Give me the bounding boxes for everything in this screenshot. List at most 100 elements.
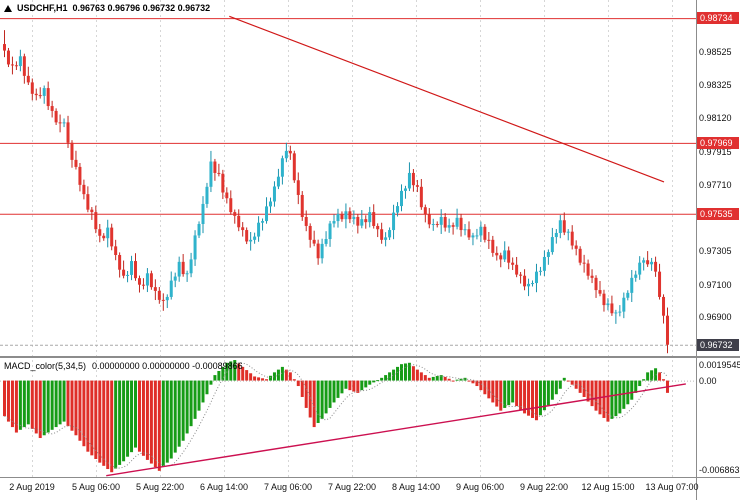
candle-body	[54, 110, 58, 123]
candle-body	[582, 262, 586, 264]
trend-line-macd[interactable]	[106, 383, 686, 477]
candle-body	[598, 290, 602, 294]
macd-bar	[62, 380, 66, 422]
time-axis[interactable]: 2 Aug 2019 5 Aug 06:00 5 Aug 22:00 6 Aug 14…	[0, 478, 740, 500]
candle-body	[304, 216, 308, 226]
candle-body	[34, 93, 38, 96]
macd-bar	[66, 380, 70, 427]
macd-bar	[515, 380, 519, 407]
candle-body	[268, 201, 272, 207]
candle-body	[161, 299, 165, 301]
candle-body	[570, 231, 574, 246]
candle-body	[534, 271, 538, 284]
macd-bar	[415, 369, 419, 381]
candle-body	[197, 224, 201, 236]
macd-bar	[523, 380, 527, 414]
candle-body	[261, 221, 265, 223]
macd-bar	[74, 380, 78, 436]
macd-bar	[538, 380, 542, 416]
macd-bar	[90, 380, 94, 456]
candle-body	[249, 239, 253, 242]
time-axis-label: 7 Aug 06:00	[263, 482, 313, 492]
candle-body	[130, 261, 134, 275]
macd-bar	[102, 380, 106, 466]
candle-body	[459, 217, 463, 231]
candle-body	[30, 82, 34, 94]
candle-body	[606, 303, 610, 306]
macd-bar	[622, 380, 626, 409]
macd-bar	[221, 366, 225, 381]
candle-body	[145, 273, 149, 286]
candle-body	[288, 150, 292, 154]
macd-bar	[542, 380, 546, 411]
macd-bar	[554, 380, 558, 395]
candle-body	[221, 173, 225, 193]
candle-body	[411, 172, 415, 186]
candle-body	[662, 296, 666, 316]
candle-body	[602, 293, 606, 306]
candle-body	[590, 275, 594, 278]
price-axis[interactable]: 0.98525 0.98325 0.98120 0.97915 0.97710 0.973…	[697, 0, 740, 477]
candle-body	[134, 261, 138, 279]
candle-body	[38, 95, 42, 97]
candle-body	[70, 142, 74, 160]
macd-bar	[411, 366, 415, 381]
price-axis-label: 0.97710	[699, 180, 732, 191]
time-axis-label: 2 Aug 2019	[9, 482, 55, 492]
candle-body	[566, 231, 570, 233]
candle-body	[106, 227, 110, 239]
macd-bar	[642, 379, 646, 381]
candle-body	[396, 206, 400, 213]
candle-body	[519, 274, 523, 276]
macd-bar	[662, 379, 666, 381]
price-axis-label: 0.98325	[699, 79, 732, 90]
macd-bar	[118, 380, 122, 465]
macd-bar	[376, 380, 380, 382]
macd-bar	[213, 375, 217, 381]
candle-body	[610, 303, 614, 314]
macd-bar	[439, 375, 443, 381]
macd-bar	[205, 380, 209, 395]
candle-body	[185, 273, 189, 275]
candle-body	[217, 172, 221, 174]
candle-body	[638, 262, 642, 275]
macd-bar	[245, 370, 249, 381]
time-axis-label: 9 Aug 22:00	[519, 482, 569, 492]
macd-bar	[590, 380, 594, 407]
candle-body	[300, 194, 304, 217]
candle-body	[546, 252, 550, 257]
macd-bar	[272, 372, 276, 381]
macd-signal-line	[4, 362, 668, 469]
macd-bar	[550, 380, 554, 400]
macd-bar	[201, 380, 205, 403]
candle-body	[491, 239, 495, 253]
candle-body	[149, 273, 153, 288]
macd-bar	[586, 380, 590, 402]
macd-bar	[22, 380, 26, 428]
candle-body	[368, 212, 372, 223]
candle-body	[642, 260, 646, 263]
candle-body	[169, 280, 173, 297]
candle-body	[384, 237, 388, 240]
macd-bar	[638, 380, 642, 387]
candle-body	[141, 284, 145, 286]
candle-body	[380, 229, 384, 240]
macd-bar	[14, 380, 18, 433]
macd-bar	[519, 380, 523, 410]
macd-bar	[487, 380, 491, 399]
macd-bar	[368, 380, 372, 385]
candle-body	[209, 161, 213, 187]
macd-bar	[86, 380, 90, 452]
candle-body	[562, 220, 566, 233]
macd-bar	[265, 379, 269, 381]
macd-bar	[34, 380, 38, 434]
candle-body	[614, 312, 618, 314]
trend-line-main[interactable]	[229, 15, 665, 183]
pane-separator[interactable]	[0, 356, 740, 358]
macd-bar	[296, 380, 300, 387]
macd-bar	[328, 380, 332, 408]
candle-body	[157, 290, 161, 300]
candle-body	[10, 64, 14, 66]
macd-bar	[380, 377, 384, 381]
